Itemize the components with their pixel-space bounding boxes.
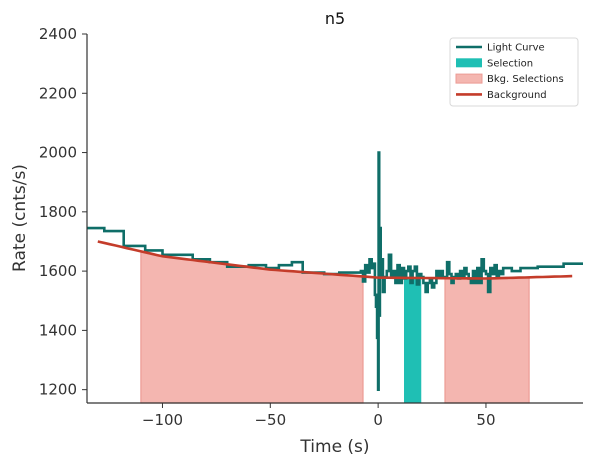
legend-entry: Selection bbox=[456, 58, 533, 69]
legend: Light Curve Selection Bkg. Selections Backg… bbox=[449, 37, 579, 107]
y-tick-label: 2000 bbox=[39, 144, 77, 162]
y-tick-label: 1200 bbox=[39, 381, 77, 399]
x-tick-label: −100 bbox=[142, 411, 183, 429]
y-tick-label: 2400 bbox=[39, 25, 77, 43]
axes bbox=[86, 34, 583, 404]
legend-entry: Light Curve bbox=[456, 43, 545, 54]
legend-label: Bkg. Selections bbox=[487, 74, 564, 85]
x-tick-label: 50 bbox=[476, 411, 495, 429]
y-tick-label: 1800 bbox=[39, 203, 77, 221]
legend-entry: Background bbox=[456, 90, 547, 101]
legend-entry: Bkg. Selections bbox=[455, 73, 564, 85]
legend-swatch-patch bbox=[456, 58, 482, 68]
y-axis-label: Rate (cnts/s) bbox=[10, 164, 30, 272]
legend-frame bbox=[449, 37, 579, 107]
legend-swatch-patch bbox=[455, 73, 483, 84]
legend-label: Background bbox=[487, 90, 547, 101]
ticks: −100 −50 0 50 1200 1400 1600 1800 2000 2200 2400 bbox=[39, 25, 496, 429]
y-tick-label: 1600 bbox=[39, 262, 77, 280]
x-tick-label: 0 bbox=[373, 411, 383, 429]
y-tick-label: 1400 bbox=[39, 321, 77, 339]
bkg-selection-region-2 bbox=[444, 276, 530, 404]
light-curve-series bbox=[87, 151, 583, 391]
y-tick-label: 2200 bbox=[39, 84, 77, 102]
legend-label: Light Curve bbox=[487, 43, 545, 54]
selection-region bbox=[404, 277, 422, 403]
selection-regions bbox=[404, 277, 422, 403]
x-axis-label: Time (s) bbox=[299, 437, 369, 457]
legend-label: Selection bbox=[487, 58, 533, 69]
x-tick-label: −50 bbox=[254, 411, 286, 429]
background-model-line bbox=[97, 240, 573, 280]
chart-title: n5 bbox=[325, 9, 345, 28]
background-model-series bbox=[97, 240, 573, 280]
light-curve-line bbox=[87, 151, 583, 391]
